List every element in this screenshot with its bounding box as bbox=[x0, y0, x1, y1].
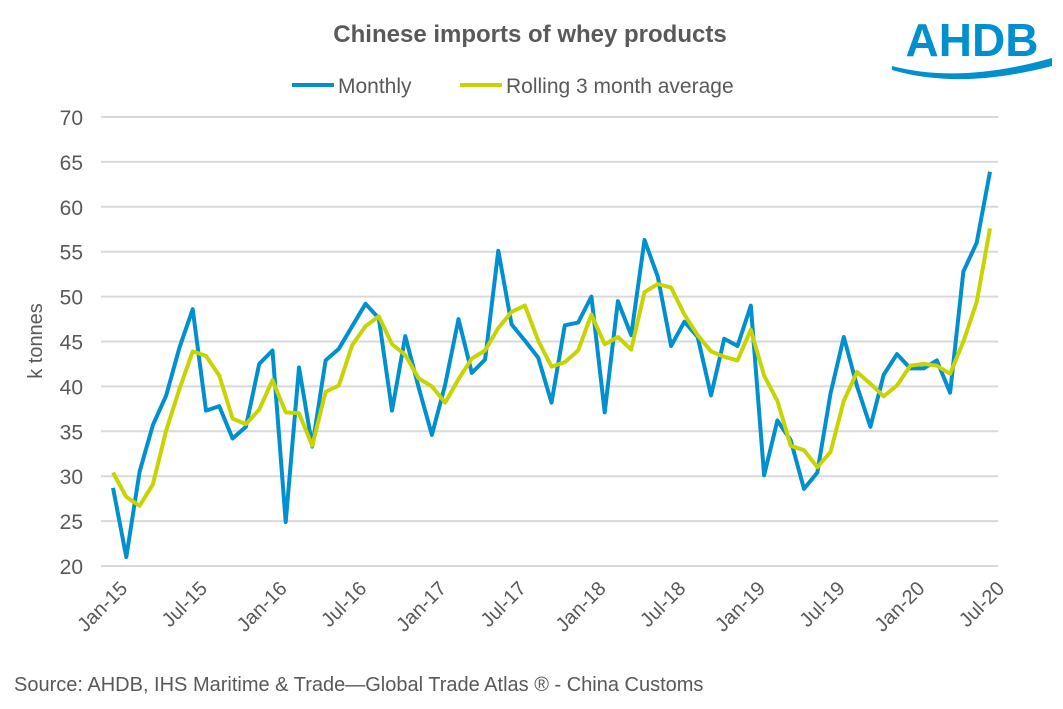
series-line-rolling-average bbox=[111, 228, 992, 508]
legend-label-monthly: Monthly bbox=[338, 75, 412, 98]
y-tick-label: 70 bbox=[60, 107, 83, 130]
x-tick-label: Jan-19 bbox=[711, 578, 770, 637]
x-tick-label: Jul-19 bbox=[796, 578, 850, 632]
legend-label-rolling: Rolling 3 month average bbox=[506, 75, 734, 98]
x-tick-label: Jul-16 bbox=[317, 578, 371, 632]
logo-text: AHDB bbox=[906, 14, 1039, 66]
y-tick-label: 35 bbox=[60, 421, 83, 444]
series-lines bbox=[111, 171, 992, 559]
y-tick-label: 40 bbox=[60, 376, 83, 399]
x-tick-label: Jul-18 bbox=[636, 578, 690, 632]
series-line-monthly bbox=[111, 171, 992, 559]
x-tick-label: Jan-16 bbox=[233, 578, 292, 637]
chart-title: Chinese imports of whey products bbox=[333, 21, 726, 48]
y-tick-label: 65 bbox=[60, 152, 83, 175]
x-tick-label: Jan-17 bbox=[392, 578, 451, 637]
y-tick-label: 50 bbox=[60, 287, 83, 310]
y-axis-ticks: 20 25 30 35 40 45 50 55 60 65 70 bbox=[60, 107, 83, 579]
y-tick-label: 55 bbox=[60, 242, 83, 265]
x-tick-label: Jan-18 bbox=[552, 578, 611, 637]
x-tick-label: Jan-20 bbox=[871, 578, 930, 637]
y-tick-label: 60 bbox=[60, 197, 83, 220]
y-tick-label: 45 bbox=[60, 332, 83, 355]
x-tick-label: Jul-20 bbox=[955, 578, 1009, 632]
gridlines bbox=[101, 116, 998, 567]
x-tick-label: Jan-15 bbox=[73, 578, 132, 637]
x-tick-label: Jul-17 bbox=[477, 578, 531, 632]
legend: Monthly Rolling 3 month average bbox=[292, 75, 734, 98]
y-axis-label: k tonnes bbox=[25, 303, 47, 379]
x-tick-label: Jul-15 bbox=[158, 578, 212, 632]
y-tick-label: 25 bbox=[60, 511, 83, 534]
ahdb-logo: AHDB bbox=[892, 14, 1052, 80]
x-axis-ticks: Jan-15 Jul-15 Jan-16 Jul-16 Jan-17 Jul-17 Jan-… bbox=[73, 578, 1009, 637]
y-tick-label: 30 bbox=[60, 466, 83, 489]
y-tick-label: 20 bbox=[60, 556, 83, 579]
logo-swoosh-icon bbox=[892, 58, 1052, 80]
source-note: Source: AHDB, IHS Maritime & Trade—Globa… bbox=[14, 674, 703, 696]
